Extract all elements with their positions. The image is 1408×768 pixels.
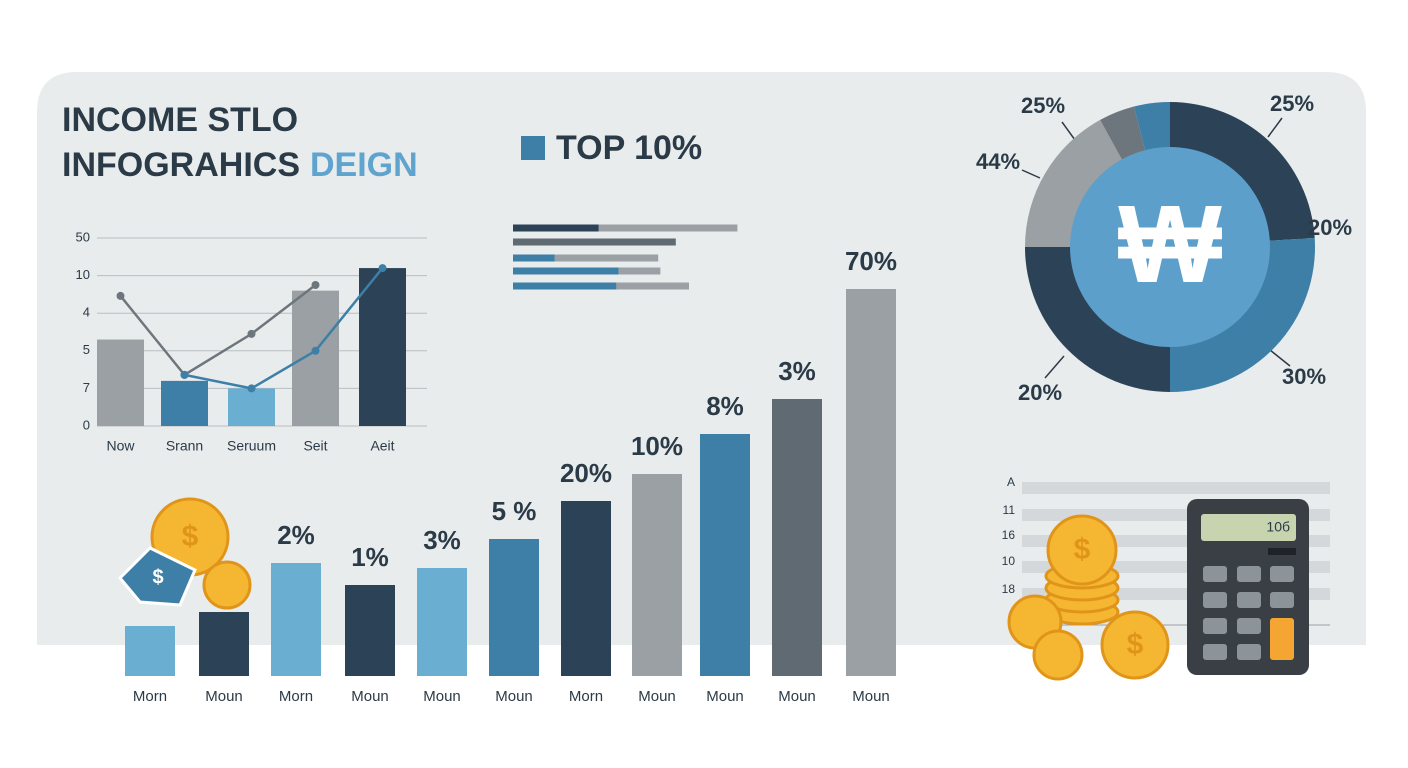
bar bbox=[417, 568, 467, 676]
slice-label: 44% bbox=[976, 149, 1020, 174]
x-tick-label: Now bbox=[106, 438, 135, 454]
y-tick-label: 5 bbox=[83, 342, 90, 357]
section-title: TOP 10% bbox=[556, 129, 702, 167]
svg-text:$: $ bbox=[1127, 628, 1144, 661]
x-tick-label: Moun bbox=[205, 688, 243, 705]
bar bbox=[161, 380, 208, 426]
bar bbox=[846, 289, 896, 676]
bar-segment bbox=[554, 254, 659, 262]
bar-label: 5 % bbox=[492, 496, 537, 526]
bar-label: 10% bbox=[631, 431, 683, 461]
slice-label: 25% bbox=[1021, 93, 1065, 118]
line bbox=[184, 267, 384, 390]
title-line: INFOGRAHICS DEIGN bbox=[62, 146, 418, 184]
bar-label: 3% bbox=[423, 525, 461, 555]
bar bbox=[228, 388, 275, 426]
line-marker bbox=[180, 370, 189, 379]
bar bbox=[359, 268, 406, 426]
y-tick-label: 7 bbox=[83, 380, 90, 395]
y-tick-label: 50 bbox=[76, 229, 90, 244]
row-label: 16 bbox=[1002, 528, 1016, 542]
line-marker bbox=[311, 281, 320, 289]
bar bbox=[292, 290, 339, 426]
svg-text:$: $ bbox=[1074, 533, 1091, 566]
x-tick-label: Moun bbox=[706, 688, 744, 705]
x-tick-label: Moun bbox=[638, 688, 676, 705]
row-label: A bbox=[1007, 475, 1015, 489]
bar bbox=[700, 434, 750, 676]
x-tick-label: Moun bbox=[423, 688, 461, 705]
row-label: 11 bbox=[1003, 503, 1016, 517]
bar-segment bbox=[598, 224, 738, 232]
x-tick-label: Morn bbox=[133, 688, 167, 705]
line-marker bbox=[378, 264, 387, 273]
bar bbox=[271, 563, 321, 676]
coins bbox=[150, 497, 1170, 681]
x-tick-label: Srann bbox=[166, 438, 203, 454]
bar-segment bbox=[513, 224, 599, 232]
calculator-display bbox=[1201, 514, 1296, 541]
y-tick-label: 0 bbox=[83, 417, 90, 432]
line-marker bbox=[116, 291, 125, 300]
bar-segment bbox=[513, 254, 555, 262]
bar bbox=[489, 539, 539, 676]
line-marker bbox=[311, 346, 320, 355]
slice-label: 25% bbox=[1270, 91, 1314, 116]
row-label: 18 bbox=[1002, 582, 1016, 596]
x-tick-label: Morn bbox=[279, 688, 313, 705]
line bbox=[119, 284, 317, 377]
x-tick-label: Moun bbox=[778, 688, 816, 705]
bar bbox=[345, 585, 395, 676]
x-tick-label: Moun bbox=[495, 688, 533, 705]
bar bbox=[561, 501, 611, 676]
row-label: 10 bbox=[1002, 554, 1016, 568]
x-tick-label: Moun bbox=[852, 688, 890, 705]
calculator-keys bbox=[1203, 566, 1294, 660]
bar-label: 8% bbox=[706, 391, 744, 421]
bar-segment bbox=[513, 267, 619, 275]
bar bbox=[97, 339, 144, 426]
title-accent: DEIGN bbox=[310, 146, 418, 184]
x-tick-label: Aeit bbox=[370, 438, 394, 454]
line-marker bbox=[247, 384, 256, 393]
calculator-slot bbox=[1268, 548, 1296, 555]
slice-label: 30% bbox=[1282, 364, 1326, 389]
calculator-digits: 10б bbox=[1266, 519, 1290, 535]
coin-signs: $ $ $ bbox=[182, 520, 1144, 661]
donut-center bbox=[1070, 147, 1270, 347]
price-tag: $ bbox=[117, 546, 197, 607]
title-line: INCOME STLO bbox=[62, 101, 298, 139]
bar bbox=[772, 399, 822, 676]
title-word: INFOGRAHICS bbox=[62, 146, 300, 184]
line-marker bbox=[247, 329, 256, 338]
x-tick-label: Morn bbox=[569, 688, 603, 705]
slice-label: 20% bbox=[1018, 380, 1062, 405]
y-tick-label: 4 bbox=[83, 305, 90, 320]
x-tick-label: Moun bbox=[351, 688, 389, 705]
x-tick-label: Seruum bbox=[227, 438, 276, 454]
bar-segment bbox=[616, 282, 689, 290]
bar-label: 1% bbox=[351, 542, 389, 572]
bar bbox=[199, 612, 249, 676]
bar bbox=[632, 474, 682, 676]
bar-label: 20% bbox=[560, 458, 612, 488]
calculator-key-orange bbox=[1270, 618, 1294, 660]
center-symbol: ₩ bbox=[1118, 183, 1222, 306]
y-tick-label: 10 bbox=[76, 267, 90, 282]
decor: 10б $ $ $ $ bbox=[117, 482, 1330, 681]
svg-text:$: $ bbox=[182, 520, 199, 553]
x-tick-label: Seit bbox=[303, 438, 327, 454]
svg-text:$: $ bbox=[152, 566, 163, 588]
slice-label: 20% bbox=[1308, 215, 1352, 240]
legend-square bbox=[521, 136, 545, 160]
bar-segment bbox=[513, 238, 676, 246]
bar-label: 2% bbox=[277, 520, 315, 550]
bar bbox=[125, 626, 175, 676]
bar-segment bbox=[618, 267, 661, 275]
bar-label: 3% bbox=[778, 356, 816, 386]
bar-label: 70% bbox=[845, 246, 897, 276]
bar-segment bbox=[513, 282, 617, 290]
